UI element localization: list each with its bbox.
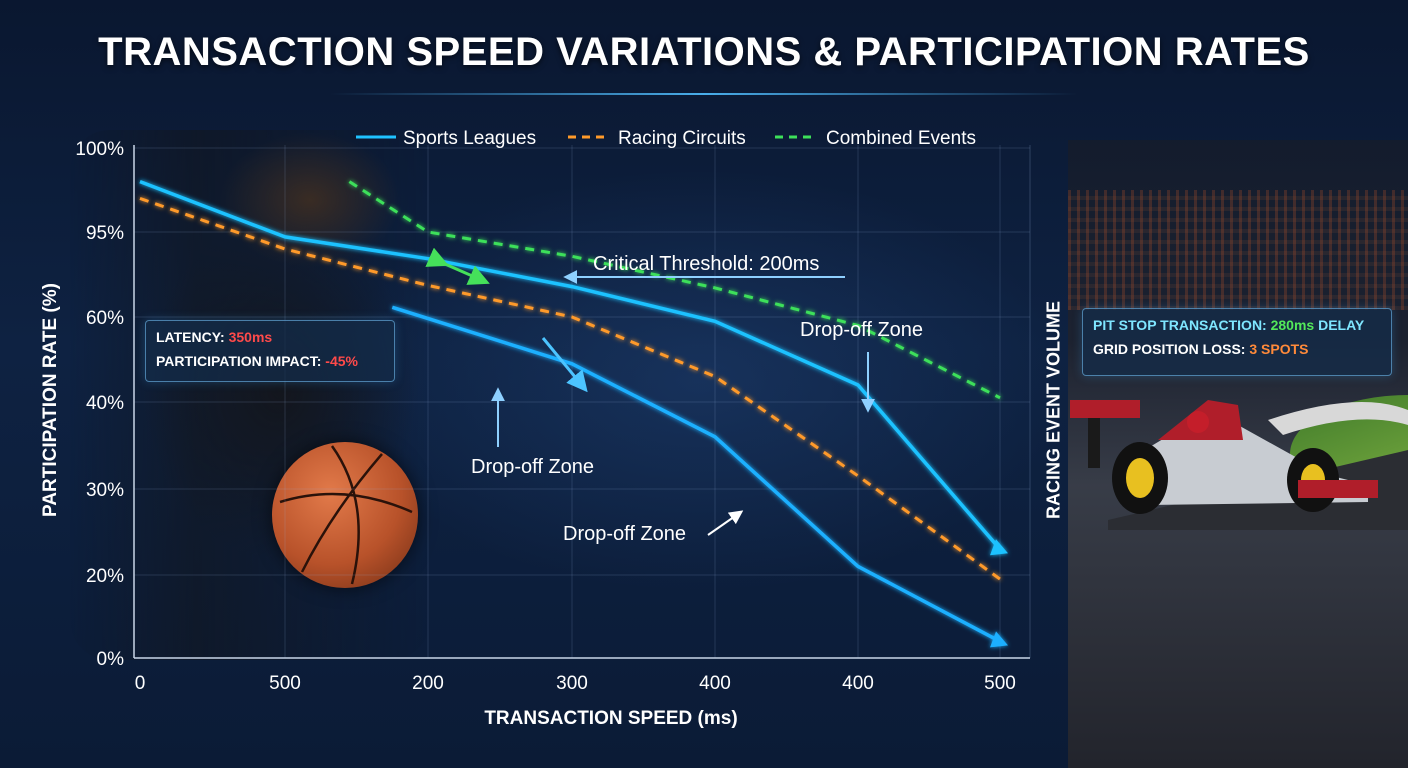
series-line-sports-secondary: [391, 305, 1001, 643]
y-axis-title: PARTICIPATION RATE (%): [40, 283, 61, 517]
basketball-image: [272, 442, 418, 588]
title-underline: [330, 93, 1078, 95]
x-axis-title: TRANSACTION SPEED (ms): [484, 708, 737, 729]
legend-label-combined: Combined Events: [826, 128, 976, 149]
series-line-sports-leagues: [139, 179, 1002, 551]
grid-position-value: 3 SPOTS: [1249, 341, 1309, 357]
drop-off-zone-label-right: Drop-off Zone: [800, 319, 923, 341]
series-end-arrow: [990, 631, 1008, 648]
double-arrow-green: [425, 247, 490, 285]
grandstand-crowd-image: [1068, 190, 1408, 310]
x-tick-label: 500: [269, 673, 301, 694]
pit-stop-label: PIT STOP TRANSACTION:: [1093, 317, 1271, 333]
participation-impact-label: PARTICIPATION IMPACT:: [156, 353, 326, 369]
y-tick-label: 30%: [86, 480, 124, 501]
y-tick-label: 20%: [86, 566, 124, 587]
y-tick-label: 100%: [75, 139, 124, 160]
pit-stop-callout: PIT STOP TRANSACTION: 280ms DELAY GRID P…: [1082, 308, 1392, 376]
x-tick-label: 500: [984, 673, 1016, 694]
critical-threshold-label: Critical Threshold: 200ms: [593, 253, 819, 275]
x-tick-label: 0: [135, 673, 146, 694]
x-tick-label: 300: [556, 673, 588, 694]
pit-stop-value: 280ms: [1270, 317, 1315, 333]
y-tick-label: 0%: [97, 649, 125, 670]
latency-value: 350ms: [228, 329, 273, 345]
series-line-combined-events: [348, 180, 1001, 400]
latency-callout: LATENCY: 350ms PARTICIPATION IMPACT: -45…: [145, 320, 395, 382]
y-tick-label: 60%: [86, 308, 124, 329]
series-line-racing-circuits: [139, 196, 1001, 581]
x-tick-label: 400: [699, 673, 731, 694]
drop-off-zone-label-middle: Drop-off Zone: [471, 456, 594, 478]
f1-car-image: [1070, 400, 1408, 530]
x-tick-label: 200: [412, 673, 444, 694]
legend-label-sports: Sports Leagues: [403, 128, 536, 149]
legend-label-racing: Racing Circuits: [618, 128, 746, 149]
x-tick-label: 400: [842, 673, 874, 694]
y-tick-label: 40%: [86, 393, 124, 414]
drop-off-zone-arrow-bottom: [707, 510, 744, 536]
chart-title: TRANSACTION SPEED VARIATIONS & PARTICIPA…: [98, 30, 1310, 74]
y-tick-label: 95%: [86, 223, 124, 244]
pit-stop-suffix: DELAY: [1314, 317, 1365, 333]
legend: Sports Leagues Racing Circuits Combined …: [356, 128, 976, 149]
racing-event-volume-text: RACING EVENT VOLUME: [1043, 300, 1064, 520]
drop-off-zone-label-bottom: Drop-off Zone: [563, 523, 686, 545]
participation-impact-value: -45%: [325, 353, 358, 369]
drop-arrow-blue: [541, 337, 588, 393]
grid-position-label: GRID POSITION LOSS:: [1093, 341, 1250, 357]
latency-label: LATENCY:: [156, 329, 229, 345]
series-end-arrow: [990, 539, 1008, 556]
